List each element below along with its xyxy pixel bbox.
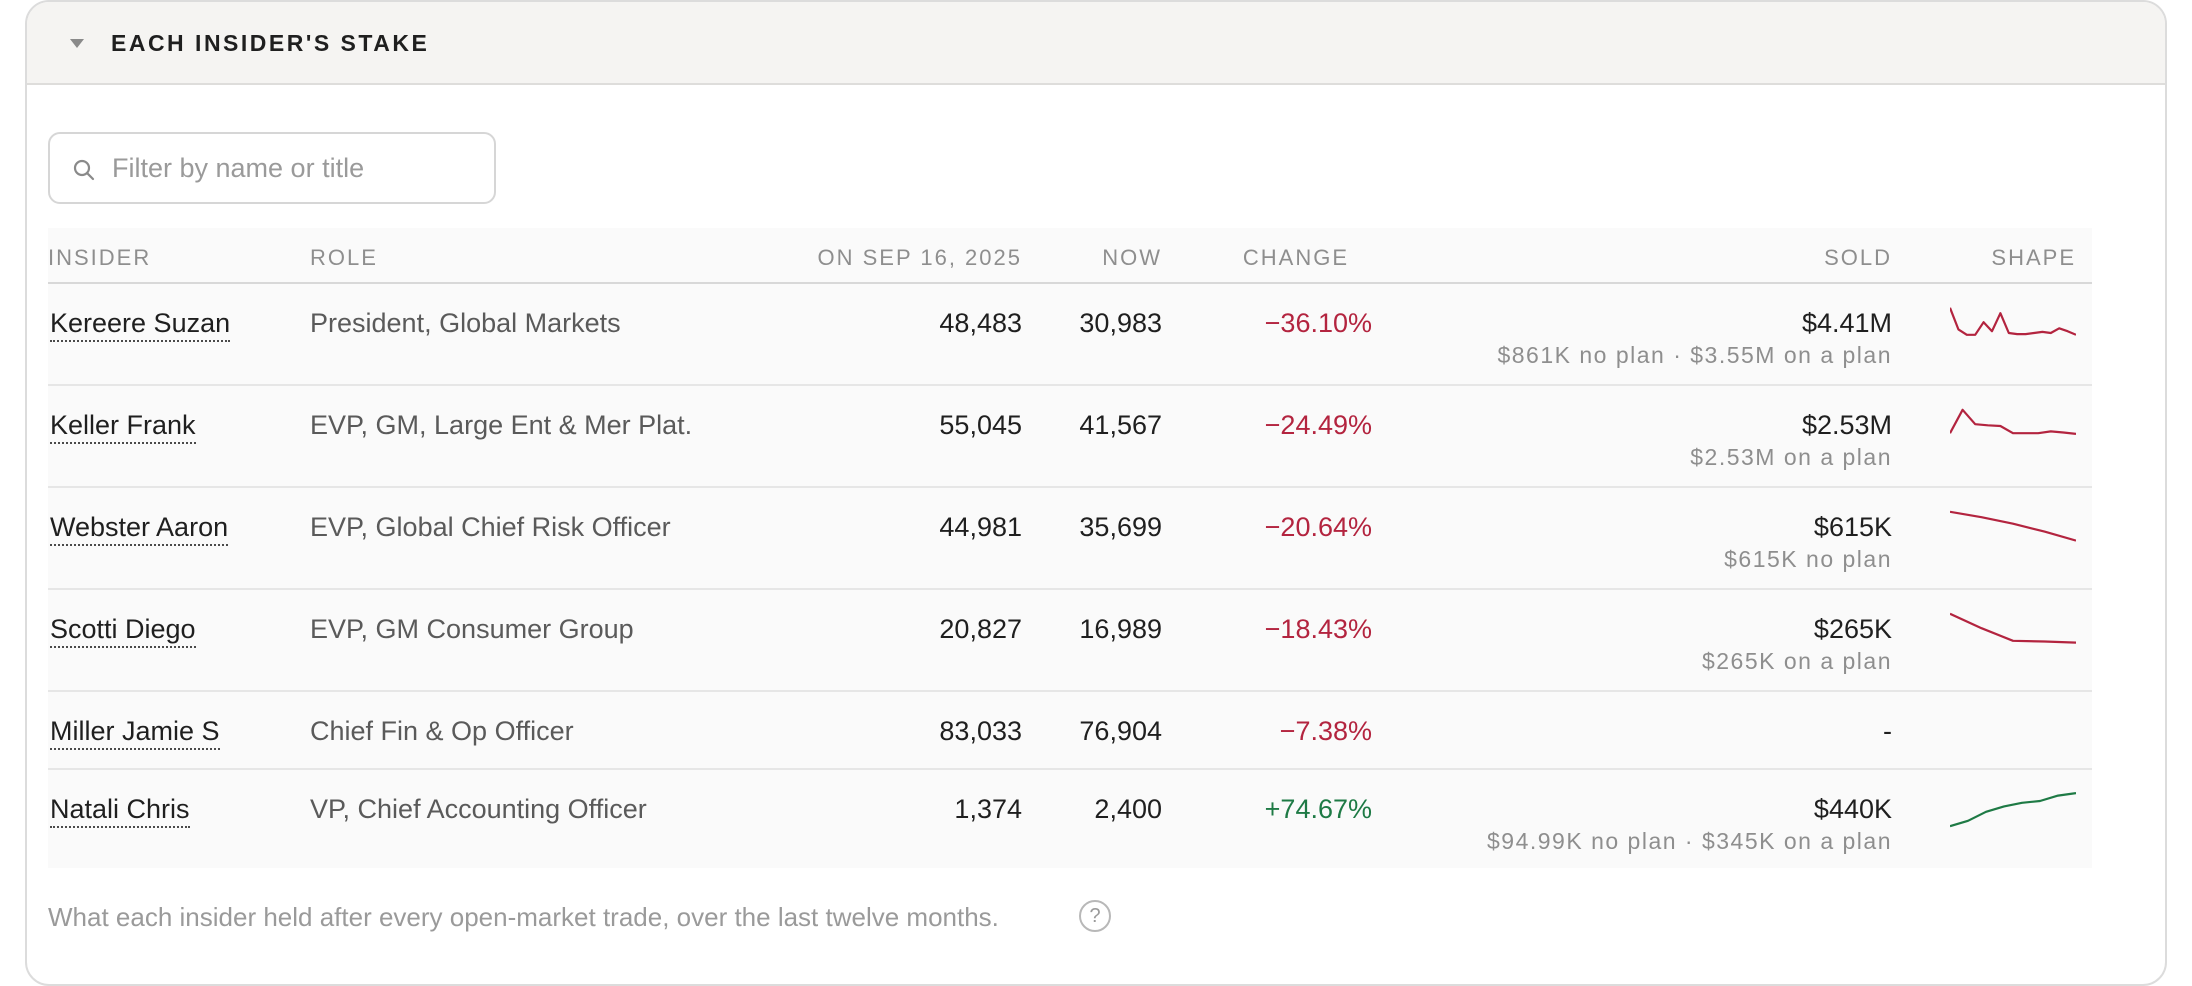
- sold-amount: -: [1883, 716, 1892, 746]
- table-footnote: What each insider held after every open-…: [48, 902, 999, 932]
- sold-amount: $615K: [1813, 512, 1892, 542]
- table-row: Natali Chris VP, Chief Accounting Officer…: [48, 770, 2092, 868]
- insider-name-link[interactable]: Webster Aaron: [50, 512, 229, 546]
- holding-now: 76,904: [1079, 716, 1162, 746]
- insider-role: VP, Chief Accounting Officer: [310, 794, 647, 824]
- holding-now: 41,567: [1079, 410, 1162, 440]
- column-header-insider[interactable]: INSIDER: [48, 245, 152, 270]
- table-header: INSIDER ROLE ON SEP 16, 2025 NOW CHANGE …: [48, 228, 2092, 284]
- insider-name-link[interactable]: Kereere Suzan: [50, 308, 231, 342]
- sparkline-path: [1950, 612, 2076, 644]
- shape-sparkline: [1950, 510, 2076, 542]
- search-icon: [73, 159, 95, 181]
- sold-detail: $2.53M on a plan: [1690, 444, 1892, 470]
- holding-on-date: 83,033: [939, 716, 1022, 746]
- insider-role: EVP, Global Chief Risk Officer: [310, 512, 671, 542]
- sold-detail: $265K on a plan: [1701, 648, 1892, 674]
- column-header-shape: SHAPE: [1991, 245, 2076, 270]
- insider-name-link[interactable]: Keller Frank: [50, 410, 196, 444]
- holding-on-date: 1,374: [954, 794, 1022, 824]
- sold-amount: $2.53M: [1801, 410, 1892, 440]
- sparkline-path: [1950, 510, 2076, 542]
- table-row: Miller Jamie S Chief Fin & Op Officer 83,0…: [48, 692, 2092, 770]
- shape-sparkline: [1950, 307, 2076, 336]
- sold-amount: $265K: [1813, 614, 1892, 644]
- holding-now: 16,989: [1079, 614, 1162, 644]
- filter-input[interactable]: [112, 144, 482, 192]
- holding-on-date: 55,045: [939, 410, 1022, 440]
- insider-role: EVP, GM, Large Ent & Mer Plat.: [310, 410, 693, 440]
- insider-name-link[interactable]: Scotti Diego: [50, 614, 196, 648]
- holding-now: 2,400: [1094, 794, 1162, 824]
- change-percent: −20.64%: [1264, 512, 1372, 542]
- sparkline-path: [1950, 408, 2076, 435]
- insider-role: EVP, GM Consumer Group: [310, 614, 634, 644]
- help-icon[interactable]: ?: [1079, 900, 1111, 932]
- insider-role: President, Global Markets: [310, 308, 621, 338]
- sparkline-path: [1950, 792, 2076, 828]
- column-header-now[interactable]: NOW: [1102, 245, 1162, 270]
- table-row: Webster Aaron EVP, Global Chief Risk Offi…: [48, 488, 2092, 590]
- holding-on-date: 48,483: [939, 308, 1022, 338]
- sold-amount: $440K: [1813, 794, 1892, 824]
- holding-on-date: 44,981: [939, 512, 1022, 542]
- insider-table: INSIDER ROLE ON SEP 16, 2025 NOW CHANGE …: [48, 228, 2092, 868]
- filter-search-box[interactable]: [48, 132, 496, 204]
- change-percent: −7.38%: [1279, 716, 1372, 746]
- insider-name-link[interactable]: Miller Jamie S: [50, 716, 220, 750]
- sold-amount: $4.41M: [1801, 308, 1892, 338]
- insider-role: Chief Fin & Op Officer: [310, 716, 574, 746]
- table-row: Scotti Diego EVP, GM Consumer Group 20,827…: [48, 590, 2092, 692]
- change-percent: −18.43%: [1264, 614, 1372, 644]
- table-row: Keller Frank EVP, GM, Large Ent & Mer Pla…: [48, 386, 2092, 488]
- change-percent: −36.10%: [1264, 308, 1372, 338]
- change-percent: −24.49%: [1264, 410, 1372, 440]
- sold-detail: $94.99K no plan · $345K on a plan: [1486, 828, 1892, 854]
- sold-detail: $861K no plan · $3.55M on a plan: [1497, 342, 1892, 368]
- collapse-caret-icon[interactable]: [70, 39, 84, 48]
- table-body: Kereere Suzan President, Global Markets 48…: [48, 284, 2092, 868]
- column-header-sold[interactable]: SOLD: [1824, 245, 1892, 270]
- column-header-on-date[interactable]: ON SEP 16, 2025: [817, 245, 1022, 270]
- change-percent: +74.67%: [1264, 794, 1372, 824]
- sparkline-path: [1950, 307, 2076, 336]
- panel-title: EACH INSIDER'S STAKE: [111, 30, 430, 56]
- column-header-change[interactable]: CHANGE: [1242, 245, 1349, 270]
- shape-sparkline: [1950, 792, 2076, 828]
- holding-now: 35,699: [1079, 512, 1162, 542]
- shape-sparkline: [1950, 408, 2076, 435]
- holding-on-date: 20,827: [939, 614, 1022, 644]
- panel-header[interactable]: EACH INSIDER'S STAKE: [27, 2, 2165, 85]
- shape-sparkline: [1950, 612, 2076, 644]
- table-row: Kereere Suzan President, Global Markets 48…: [48, 284, 2092, 386]
- insider-name-link[interactable]: Natali Chris: [50, 794, 190, 828]
- holding-now: 30,983: [1079, 308, 1162, 338]
- column-header-role[interactable]: ROLE: [310, 245, 378, 270]
- sold-detail: $615K no plan: [1724, 546, 1892, 572]
